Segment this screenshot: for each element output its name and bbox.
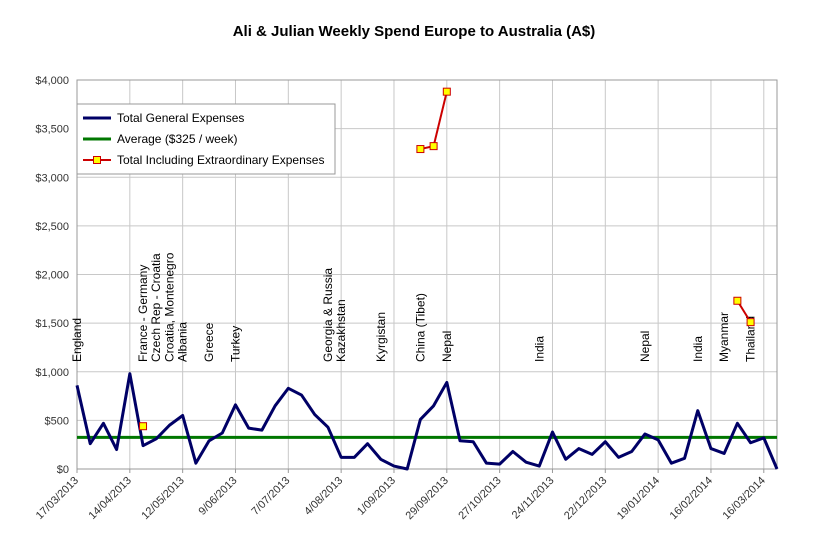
series-extraordinary-point bbox=[429, 142, 438, 151]
country-label: Myanmar bbox=[717, 312, 731, 362]
country-label: Kyrgistan bbox=[374, 312, 388, 362]
country-label: Albania bbox=[176, 322, 190, 362]
series-extraordinary-segment bbox=[432, 91, 448, 147]
legend-label: Average ($325 / week) bbox=[117, 132, 238, 146]
legend-label: Total General Expenses bbox=[117, 111, 244, 125]
country-label: Nepal bbox=[638, 331, 652, 362]
country-label: Georgia & Russia bbox=[321, 268, 335, 362]
country-label: Thailand bbox=[744, 316, 758, 362]
chart-title: Ali & Julian Weekly Spend Europe to Aust… bbox=[233, 23, 596, 40]
country-label: Kazakhstan bbox=[334, 299, 348, 362]
y-tick-label: $1,500 bbox=[35, 318, 69, 330]
country-label: Nepal bbox=[440, 331, 454, 362]
country-label: England bbox=[70, 318, 84, 362]
series-extraordinary-point bbox=[416, 145, 425, 154]
plot-area-frame bbox=[76, 79, 778, 470]
country-label: China (Tibet) bbox=[413, 293, 427, 362]
country-label: Greece bbox=[202, 322, 216, 362]
series-general-expenses-line bbox=[75, 372, 779, 471]
country-label: Czech Rep - Croatia bbox=[149, 253, 163, 362]
country-label: India bbox=[532, 336, 546, 362]
y-tick-label: $0 bbox=[57, 464, 69, 476]
country-label: India bbox=[691, 336, 705, 362]
legend-marker bbox=[93, 156, 101, 164]
country-label: Turkey bbox=[228, 326, 242, 362]
series-extraordinary-point bbox=[442, 87, 451, 96]
country-annotations: England France - Germany Czech Rep - Croat… bbox=[70, 252, 758, 362]
y-tick-label: $3,000 bbox=[35, 172, 69, 184]
legend-label: Total Including Extraordinary Expenses bbox=[117, 153, 324, 167]
y-axis-ticks: $0 $500 $1,000 $1,500 $2,000 $2,500 $3,000 $3,5… bbox=[35, 75, 69, 476]
y-tick-label: $4,000 bbox=[35, 75, 69, 87]
y-tick-label: $2,000 bbox=[35, 270, 69, 282]
legend: Total General Expenses Average ($325 / we… bbox=[76, 103, 336, 175]
y-tick-label: $3,500 bbox=[35, 124, 69, 136]
series-extraordinary-point bbox=[733, 296, 742, 305]
series-extraordinary-point bbox=[139, 422, 148, 431]
series-extraordinary-point bbox=[746, 318, 755, 327]
series bbox=[75, 87, 779, 471]
country-label: France - Germany bbox=[136, 265, 150, 362]
y-tick-label: $1,000 bbox=[35, 367, 69, 379]
country-label: Croatia, Montenegro bbox=[162, 252, 176, 362]
y-tick-label: $2,500 bbox=[35, 221, 69, 233]
y-tick-label: $500 bbox=[45, 415, 69, 427]
legend-box bbox=[76, 103, 336, 175]
